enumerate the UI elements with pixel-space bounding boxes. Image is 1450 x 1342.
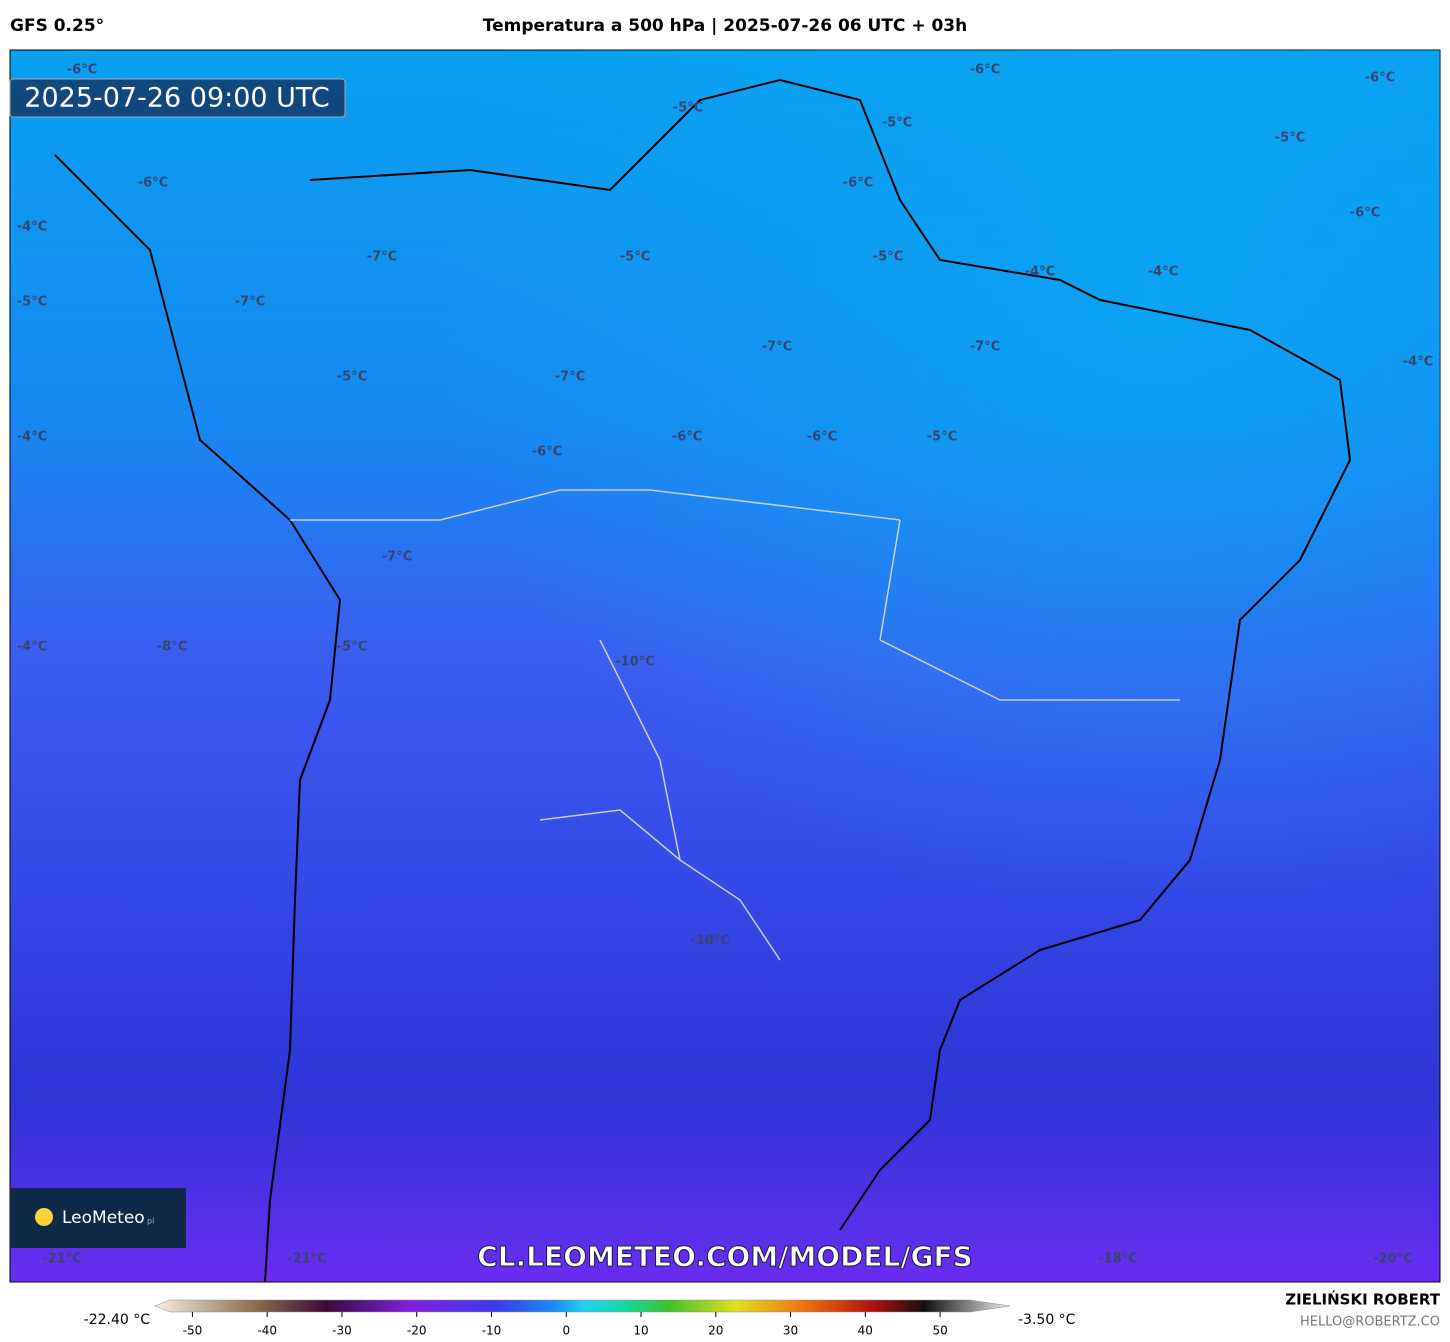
contour-label: -4°C xyxy=(17,430,47,445)
contour-label: -6°C xyxy=(672,430,702,445)
colorbar: -22.40 °C -3.50 °C -50 -40 -30 -20 -10 0 10 20 3… xyxy=(84,1299,1076,1338)
borders xyxy=(290,489,1180,961)
colorbar-tick-label: 20 xyxy=(708,1324,723,1338)
map: 2025-07-26 09:00 UTC -6°C -6°C -6°C -5°C -5°… xyxy=(9,49,1441,1283)
contour-label: -6°C xyxy=(138,176,168,191)
time-box xyxy=(9,78,346,118)
colorbar-tick-label: 10 xyxy=(633,1324,648,1338)
colorbar-tick-label: -10 xyxy=(482,1324,502,1338)
contour-label: -5°C xyxy=(1275,131,1305,146)
logo-suffix: pl xyxy=(147,1217,154,1226)
logo-text: LeoMeteo xyxy=(62,1208,145,1228)
contour-label: -6°C xyxy=(532,445,562,460)
map-title: Temperatura a 500 hPa | 2025-07-26 06 UT… xyxy=(483,16,968,36)
contour-label: -5°C xyxy=(882,116,912,131)
colorbar-tick-label: 0 xyxy=(562,1324,570,1338)
contour-label: -7°C xyxy=(235,295,265,310)
contour-label: -7°C xyxy=(555,370,585,385)
colorbar-tick-label: -20 xyxy=(407,1324,427,1338)
contour-label: -5°C xyxy=(673,101,703,116)
contour-label: -5°C xyxy=(17,295,47,310)
author: ZIELIŃSKI ROBERT xyxy=(1285,1290,1440,1309)
colorbar-max: -3.50 °C xyxy=(1018,1312,1076,1328)
colorbar-tick-label: 50 xyxy=(932,1324,947,1338)
contour-label: -6°C xyxy=(1350,206,1380,221)
watermark: CL.LEOMETEO.COM/MODEL/GFS xyxy=(477,1240,973,1273)
contour-label: -10°C xyxy=(690,934,730,949)
contour-label: -21°C xyxy=(42,1252,82,1267)
contact: HELLO@ROBERTZ.CO xyxy=(1300,1315,1440,1330)
colorbar-tick-label: -40 xyxy=(257,1324,277,1338)
colorbar-tick-label: 30 xyxy=(783,1324,798,1338)
coastline-west xyxy=(54,154,342,1283)
contour-label: -5°C xyxy=(337,370,367,385)
contour-label: -4°C xyxy=(17,640,47,655)
colorbar-tick-label: -50 xyxy=(183,1324,203,1338)
contour-label: -8°C xyxy=(157,640,187,655)
contour-label: -6°C xyxy=(843,176,873,191)
contour-label: -5°C xyxy=(927,430,957,445)
contour-label: -6°C xyxy=(807,430,837,445)
map-field-overlay xyxy=(10,50,1440,1282)
contour-label: -6°C xyxy=(1365,71,1395,86)
contour-label: -7°C xyxy=(382,550,412,565)
contour-label: -21°C xyxy=(287,1252,327,1267)
colorbar-ramp xyxy=(154,1299,1011,1313)
colorbar-tick-label: -30 xyxy=(332,1324,352,1338)
contour-label: -10°C xyxy=(615,655,655,670)
contour-label: -7°C xyxy=(970,340,1000,355)
contour-label: -4°C xyxy=(1403,355,1433,370)
contour-labels: -6°C -6°C -6°C -5°C -5°C -5°C -6°C -6°C -6°C -4°C… xyxy=(17,63,1433,1267)
contour-label: -20°C xyxy=(1373,1252,1413,1267)
contour-label: -5°C xyxy=(620,250,650,265)
valid-time: 2025-07-26 09:00 UTC xyxy=(24,83,329,114)
colorbar-min: -22.40 °C xyxy=(84,1312,151,1328)
contour-label: -4°C xyxy=(1025,265,1055,280)
contour-label: -5°C xyxy=(873,250,903,265)
contour-label: -7°C xyxy=(367,250,397,265)
contour-label: -5°C xyxy=(337,640,367,655)
contour-label: -6°C xyxy=(67,63,97,78)
contour-label: -6°C xyxy=(970,63,1000,78)
contour-label: -4°C xyxy=(1148,265,1178,280)
logo-sun xyxy=(35,1208,53,1226)
contour-label: -18°C xyxy=(1098,1252,1138,1267)
contour-label: -7°C xyxy=(762,340,792,355)
contour-label: -4°C xyxy=(17,220,47,235)
model-name: GFS 0.25° xyxy=(10,16,104,36)
colorbar-tick-label: 40 xyxy=(858,1324,873,1338)
coastline-east xyxy=(309,78,1352,1231)
